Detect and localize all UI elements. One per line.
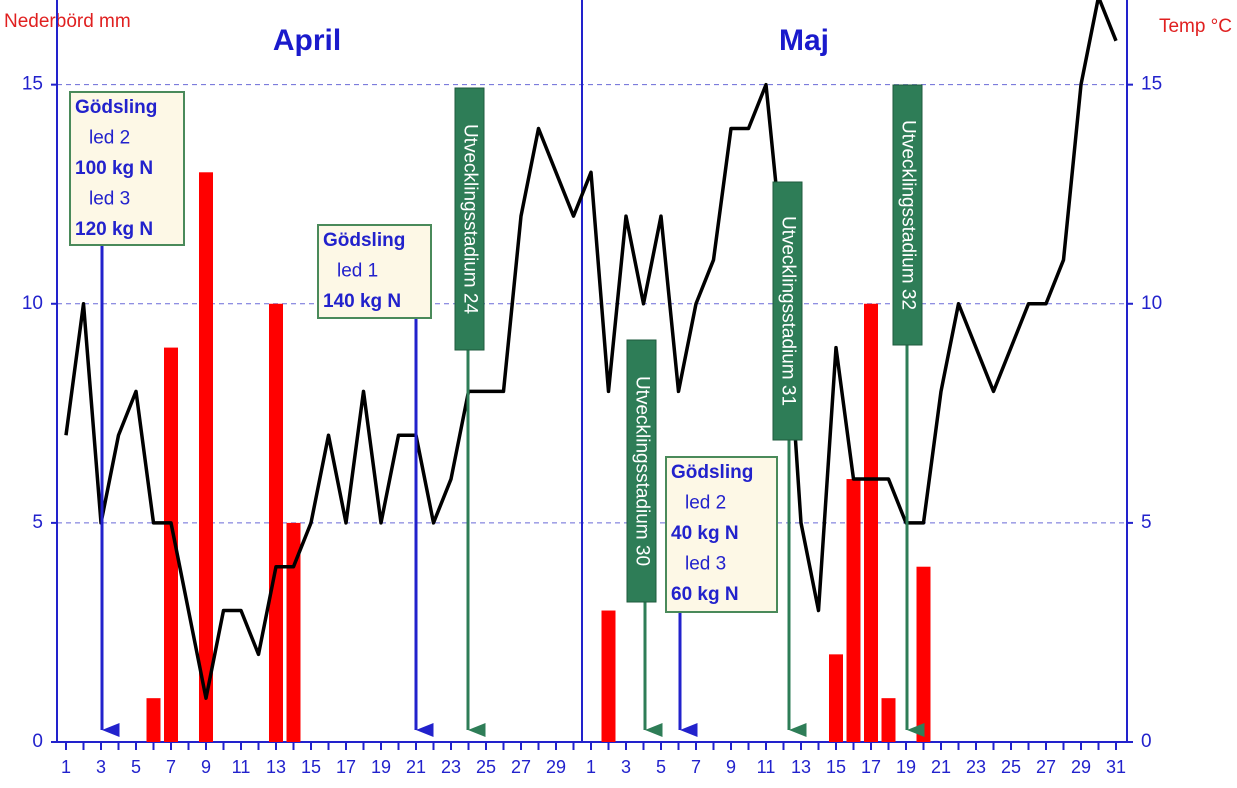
bar bbox=[881, 698, 896, 742]
x-tick-label: 11 bbox=[232, 757, 251, 777]
x-tick-label: 19 bbox=[371, 757, 391, 777]
x-tick-label: 9 bbox=[201, 757, 211, 777]
x-tick-label: 27 bbox=[1036, 757, 1056, 777]
x-tick-label: 1 bbox=[586, 757, 596, 777]
note-text: led 3 bbox=[685, 554, 726, 575]
x-tick-label: 3 bbox=[96, 757, 106, 777]
x-tick-label: 15 bbox=[826, 757, 846, 777]
note-box bbox=[317, 224, 432, 319]
stage-text: Utvecklingsstadium 32 bbox=[897, 120, 918, 310]
y2-tick-label: 0 bbox=[1141, 731, 1152, 752]
x-tick-label: 23 bbox=[966, 757, 986, 777]
bar bbox=[916, 566, 931, 742]
y-tick-label: 15 bbox=[22, 74, 43, 95]
stage-box bbox=[626, 339, 657, 603]
bar bbox=[829, 654, 843, 742]
x-tick-label: 7 bbox=[691, 757, 701, 777]
x-tick-label: 5 bbox=[656, 757, 666, 777]
stage-box bbox=[454, 87, 485, 351]
stage-text: Utvecklingsstadium 24 bbox=[459, 124, 480, 315]
note-text: Gödsling bbox=[323, 230, 405, 251]
bar bbox=[199, 172, 213, 742]
stage-box bbox=[772, 181, 803, 441]
note-text: 40 kg N bbox=[671, 523, 739, 544]
note-text: Gödsling bbox=[671, 462, 753, 483]
x-tick-label: 1 bbox=[61, 757, 71, 777]
bar bbox=[269, 303, 283, 742]
x-tick-label: 25 bbox=[1001, 757, 1021, 777]
x-tick-label: 15 bbox=[301, 757, 321, 777]
x-tick-label: 17 bbox=[861, 757, 881, 777]
y-tick-label: 5 bbox=[32, 512, 43, 533]
x-tick-label: 11 bbox=[757, 757, 776, 777]
y2-tick-label: 10 bbox=[1141, 293, 1162, 314]
temperature-line bbox=[64, 0, 1118, 700]
x-tick-label: 19 bbox=[896, 757, 916, 777]
y-axis-title: Nederbörd mm bbox=[4, 11, 131, 32]
x-tick-label: 5 bbox=[131, 757, 141, 777]
x-tick-label: 25 bbox=[476, 757, 496, 777]
bar bbox=[146, 698, 161, 742]
note-box bbox=[69, 91, 185, 246]
x-tick-label: 29 bbox=[546, 757, 566, 777]
note-text: 100 kg N bbox=[75, 158, 153, 179]
note-text: 140 kg N bbox=[323, 291, 401, 312]
note-text: led 2 bbox=[89, 128, 130, 149]
note-box bbox=[665, 456, 778, 613]
bar bbox=[164, 347, 178, 742]
x-tick-label: 21 bbox=[406, 757, 426, 777]
x-tick-label: 31 bbox=[1106, 757, 1126, 777]
month-label: April bbox=[273, 24, 341, 57]
stage-box bbox=[892, 84, 923, 346]
x-tick-label: 9 bbox=[726, 757, 736, 777]
stage-text: Utvecklingsstadium 30 bbox=[631, 376, 652, 566]
x-tick-label: 23 bbox=[441, 757, 461, 777]
bar bbox=[601, 610, 616, 742]
y-tick-label: 0 bbox=[32, 731, 43, 752]
note-text: led 1 bbox=[337, 261, 378, 282]
y2-tick-label: 15 bbox=[1141, 74, 1162, 95]
y2-tick-label: 5 bbox=[1141, 512, 1152, 533]
y2-axis-title: Temp °C bbox=[1159, 16, 1232, 37]
bar bbox=[286, 522, 301, 742]
bar bbox=[846, 479, 861, 742]
x-tick-label: 29 bbox=[1071, 757, 1091, 777]
note-text: Gödsling bbox=[75, 97, 157, 118]
bar bbox=[864, 303, 878, 742]
stage-text: Utvecklingsstadium 31 bbox=[777, 216, 798, 406]
x-tick-label: 27 bbox=[511, 757, 531, 777]
month-label: Maj bbox=[779, 24, 829, 57]
note-text: led 3 bbox=[89, 189, 130, 210]
x-tick-label: 7 bbox=[166, 757, 176, 777]
note-text: 60 kg N bbox=[671, 584, 739, 605]
x-tick-label: 3 bbox=[621, 757, 631, 777]
x-tick-label: 21 bbox=[931, 757, 951, 777]
note-text: 120 kg N bbox=[75, 219, 153, 240]
x-tick-label: 13 bbox=[791, 757, 811, 777]
x-tick-label: 13 bbox=[266, 757, 286, 777]
note-text: led 2 bbox=[685, 493, 726, 514]
x-tick-label: 17 bbox=[336, 757, 356, 777]
y-tick-label: 10 bbox=[22, 293, 43, 314]
